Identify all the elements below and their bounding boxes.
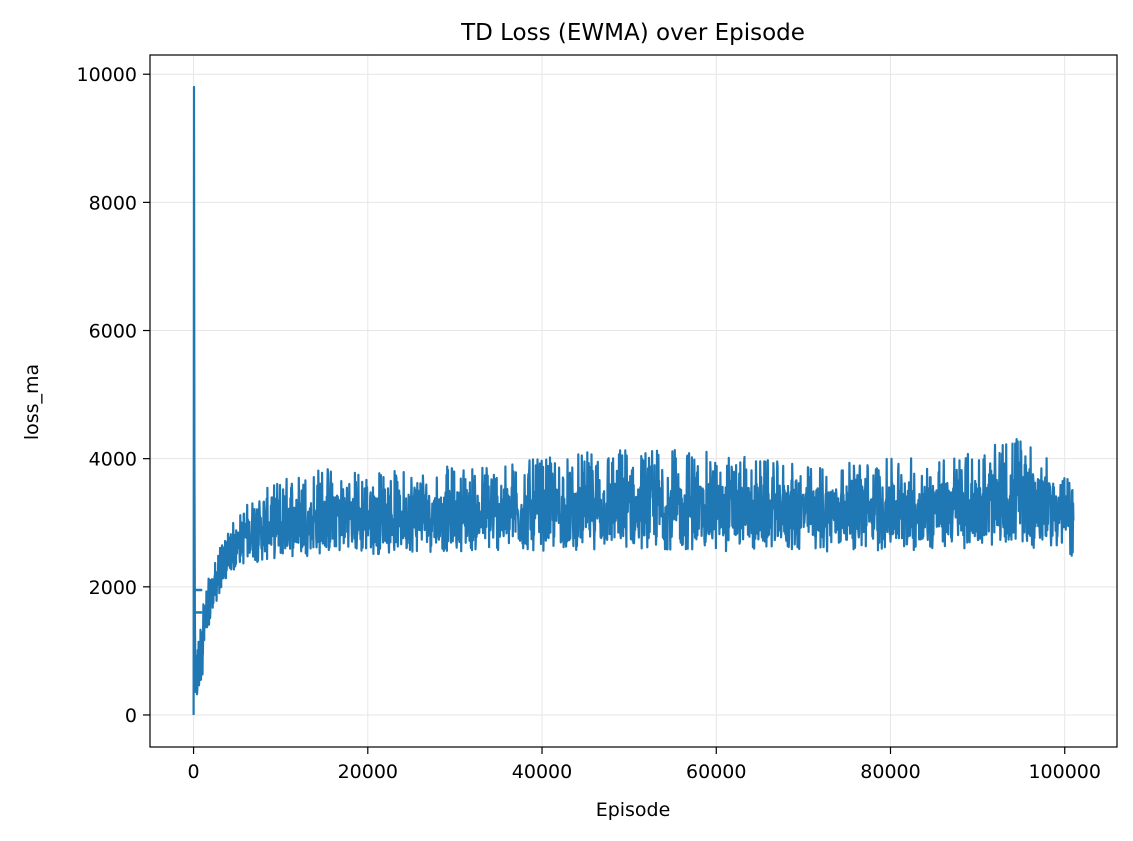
- y-axis-ticks: 0 2000 4000 6000 8000 10000: [77, 64, 150, 727]
- gridlines: [150, 55, 1117, 747]
- x-tick-label: 100000: [1028, 761, 1101, 783]
- y-tick-label: 8000: [89, 192, 137, 214]
- y-tick-label: 4000: [89, 449, 137, 471]
- y-tick-label: 10000: [77, 64, 137, 86]
- series-layer: [192, 85, 1075, 716]
- y-tick-label: 6000: [89, 321, 137, 343]
- x-tick-label: 20000: [338, 761, 398, 783]
- plot-frame: [149, 54, 1118, 748]
- series-line: [192, 85, 1075, 716]
- x-tick-label: 40000: [512, 761, 572, 783]
- x-axis-label: Episode: [596, 799, 671, 821]
- x-tick-label: 60000: [686, 761, 746, 783]
- x-axis-ticks: 0 20000 40000 60000 80000 100000: [188, 747, 1101, 783]
- y-tick-label: 2000: [89, 577, 137, 599]
- x-tick-label: 80000: [860, 761, 920, 783]
- x-tick-label: 0: [188, 761, 200, 783]
- chart-title: TD Loss (EWMA) over Episode: [460, 20, 805, 46]
- y-axis-label: loss_ma: [21, 364, 43, 440]
- y-tick-label: 0: [125, 705, 137, 727]
